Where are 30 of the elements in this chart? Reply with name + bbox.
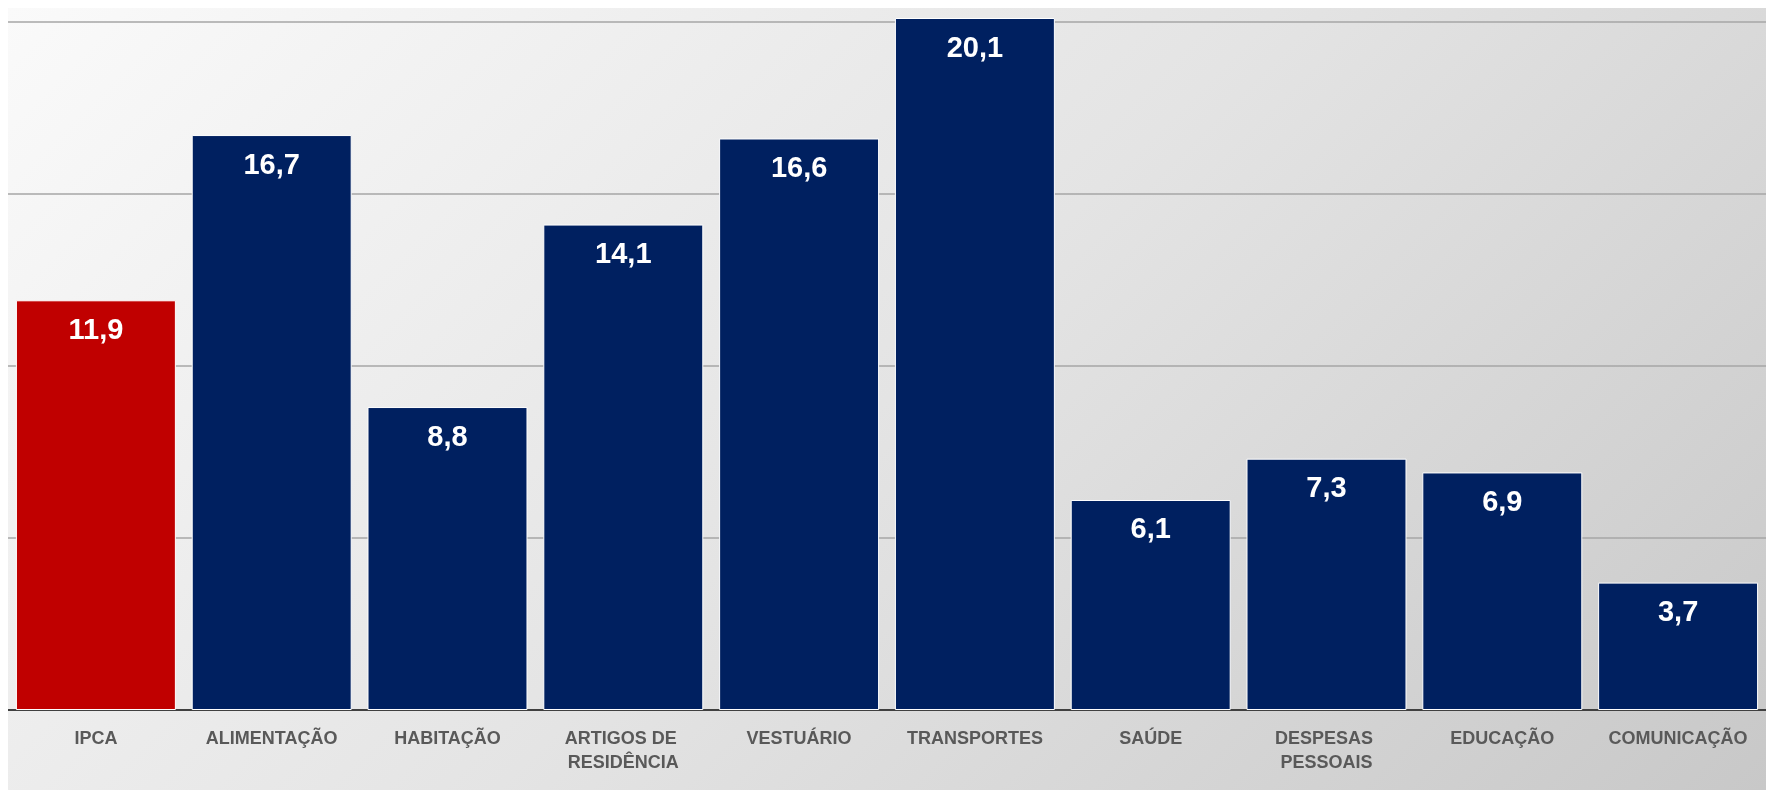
bar (15, 300, 176, 710)
bar (367, 407, 528, 710)
data-label: 6,1 (1130, 512, 1171, 545)
x-tick-label: ALIMENTAÇÃO (205, 727, 338, 748)
data-label: 3,7 (1657, 595, 1699, 628)
x-tick-label: VESTUÁRIO (746, 727, 852, 748)
bar (1070, 499, 1231, 710)
bar (719, 138, 880, 710)
x-tick-label: COMUNICAÇÃO (1608, 727, 1748, 748)
bar (1422, 472, 1583, 710)
bar (543, 224, 704, 710)
x-tick-label: EDUCAÇÃO (1450, 727, 1555, 748)
data-label: 7,3 (1306, 471, 1347, 504)
x-tick-label: IPCA (74, 728, 118, 748)
x-tick-label: SAÚDE (1119, 727, 1183, 748)
bar (894, 18, 1055, 710)
data-label: 11,9 (68, 312, 124, 345)
data-label: 16,6 (770, 151, 828, 183)
data-label: 8,8 (427, 419, 468, 452)
bar (1246, 458, 1407, 710)
x-tick-label: ARTIGOS DE RESIDÊNCIA (564, 728, 682, 772)
bar (191, 135, 352, 710)
bar (1598, 582, 1759, 710)
data-label: 6,9 (1482, 484, 1523, 517)
x-tick-label: TRANSPORTES (906, 728, 1043, 748)
x-tick-label: HABITAÇÃO (394, 727, 501, 748)
data-label: 14,1 (595, 237, 652, 270)
data-label: 16,7 (243, 147, 300, 180)
x-tick-label: DESPESAS PESSOAIS (1274, 728, 1379, 772)
data-label: 20,1 (946, 30, 1004, 63)
